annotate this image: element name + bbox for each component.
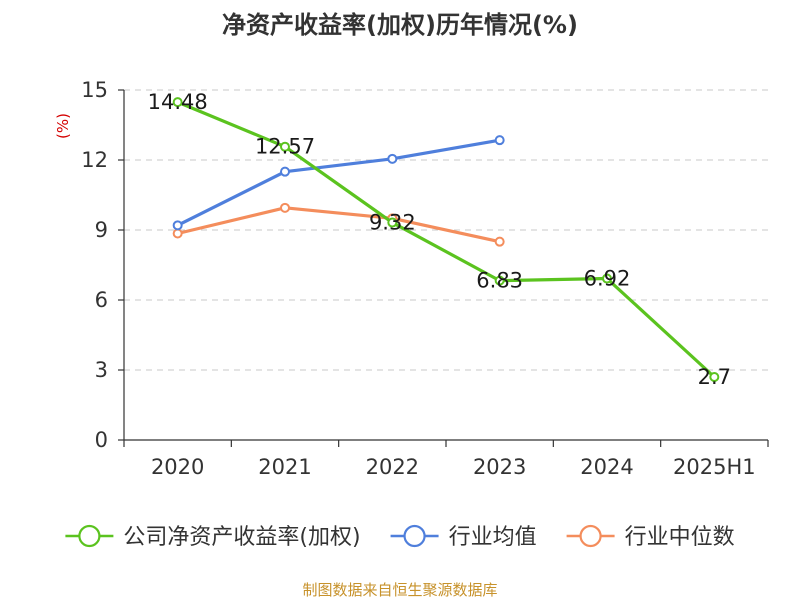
data-label-2022: 9.32 — [369, 211, 416, 235]
x-tick-label-2024: 2024 — [580, 455, 633, 479]
series-line-0 — [176, 100, 716, 379]
x-tick-label-2023: 2023 — [473, 455, 526, 479]
y-tick-label-3: 3 — [95, 358, 108, 382]
series-0-point-2024 — [602, 273, 612, 284]
legend-circle-icon-2 — [579, 524, 602, 548]
legend-item-0[interactable]: 公司净资产收益率(加权) — [65, 524, 361, 550]
x-tick-label-2021: 2021 — [258, 455, 311, 479]
data-label-2020: 14.48 — [148, 90, 208, 114]
legend-circle-icon-1 — [403, 524, 426, 548]
axes: 0 3 6 9 12 15 2020 2021 2022 2023 2024 2025H1 — [81, 78, 769, 479]
y-tick-label-9: 9 — [95, 218, 108, 242]
series-0-point-2020 — [172, 97, 183, 108]
data-label-2024: 6.92 — [584, 267, 631, 291]
legend-label-0: 公司净资产收益率(加权) — [123, 525, 360, 550]
series-1-point-2021 — [280, 166, 290, 177]
chart-title: 净资产收益率(加权)历年情况(%) — [222, 11, 578, 39]
series-2-point-2021 — [280, 202, 290, 213]
series-1-point-2023 — [494, 135, 505, 146]
series-2-point-2020 — [172, 228, 183, 239]
y-tick-label-6: 6 — [95, 288, 108, 312]
series-0-point-2025H1 — [709, 372, 720, 382]
series-2-point-2023 — [494, 236, 505, 247]
series-line-1 — [176, 138, 502, 227]
legend-item-1[interactable]: 行业均值 — [390, 524, 537, 550]
legend-label-1: 行业均值 — [449, 525, 537, 550]
series-1-point-2020 — [172, 220, 183, 231]
y-tick-label-0: 0 — [95, 428, 108, 452]
legend-label-2: 行业中位数 — [625, 525, 735, 550]
data-label-2025H1: 2.7 — [698, 365, 731, 389]
series-0-point-2021 — [280, 141, 290, 152]
x-tick-label-2022: 2022 — [366, 455, 419, 479]
y-tick-label-15: 15 — [81, 78, 108, 102]
legend-item-2[interactable]: 行业中位数 — [566, 524, 735, 550]
y-tick-label-12: 12 — [81, 148, 108, 172]
series-0-point-2023 — [494, 275, 505, 286]
x-tick-label-2020: 2020 — [151, 455, 204, 479]
legend[interactable]: 公司净资产收益率(加权) 行业均值 行业中位数 — [65, 524, 735, 550]
y-axis-unit-label: (%) — [54, 113, 72, 139]
series-line-2 — [176, 206, 502, 244]
series-1-point-2022 — [387, 153, 398, 164]
legend-circle-icon-0 — [78, 524, 101, 548]
series-0-point-2022 — [387, 217, 398, 228]
data-labels: 14.48 12.57 9.32 6.83 6.92 2.7 — [148, 90, 731, 389]
data-label-2023: 6.83 — [476, 269, 523, 293]
data-source-note: 制图数据来自恒生聚源数据库 — [302, 581, 497, 599]
data-label-2021: 12.57 — [255, 135, 315, 159]
series-lines — [172, 97, 720, 382]
x-tick-label-2025H1: 2025H1 — [673, 455, 756, 479]
